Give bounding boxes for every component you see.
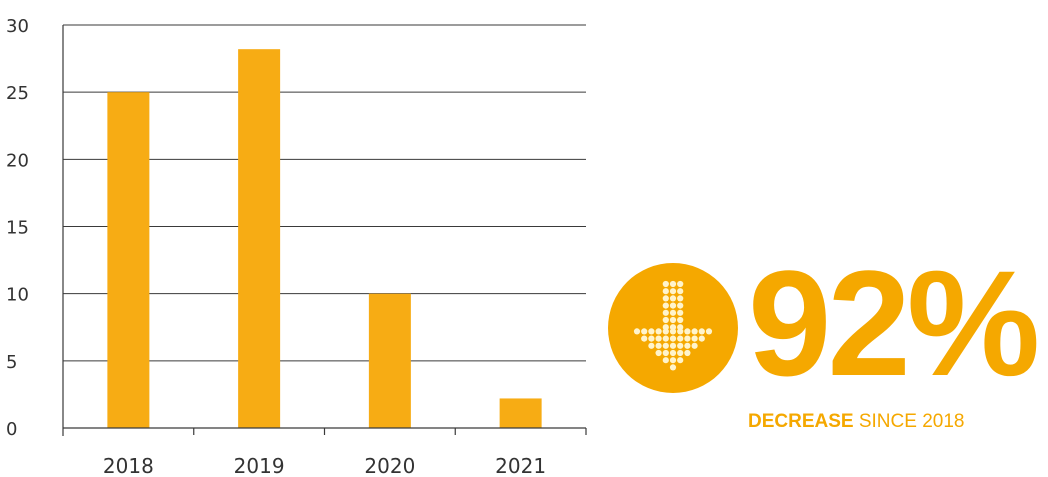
bar-chart: 0 5 10 15 20 25 30 2018 2019 2020 2021 <box>6 16 587 477</box>
stat-caption-light: SINCE 2018 <box>853 411 965 432</box>
x-tick-label: 2018 <box>103 454 154 477</box>
x-tick-label: 2021 <box>495 454 546 477</box>
y-tick-label: 20 <box>6 150 29 171</box>
gridlines <box>63 24 586 362</box>
bar-2020 <box>368 293 411 428</box>
bar-2021 <box>499 398 542 428</box>
y-tick-label: 15 <box>6 218 29 239</box>
stat-caption: DECREASE SINCE 2018 <box>748 410 1038 434</box>
bars <box>107 49 542 429</box>
bar-2018 <box>107 92 150 429</box>
y-tick-label: 30 <box>6 16 29 37</box>
stat-caption-strong: DECREASE <box>748 411 854 432</box>
x-tick-label: 2019 <box>234 454 285 477</box>
y-tick-label: 5 <box>6 352 17 373</box>
y-axis-ticks: 0 5 10 15 20 25 30 <box>6 16 29 440</box>
axes <box>62 25 587 436</box>
stat-value: 92% <box>748 239 1040 407</box>
y-tick-label: 0 <box>6 419 17 440</box>
bar-2019 <box>238 49 281 429</box>
down-arrow-icon <box>608 263 738 393</box>
x-axis-ticks: 2018 2019 2020 2021 <box>103 454 546 477</box>
x-tick-label: 2020 <box>364 454 415 477</box>
y-tick-label: 25 <box>6 83 29 104</box>
y-tick-label: 10 <box>6 285 29 306</box>
